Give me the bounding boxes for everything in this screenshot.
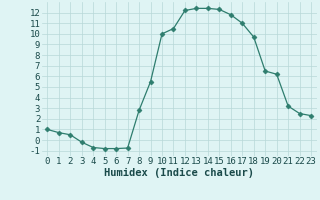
X-axis label: Humidex (Indice chaleur): Humidex (Indice chaleur) [104,168,254,178]
